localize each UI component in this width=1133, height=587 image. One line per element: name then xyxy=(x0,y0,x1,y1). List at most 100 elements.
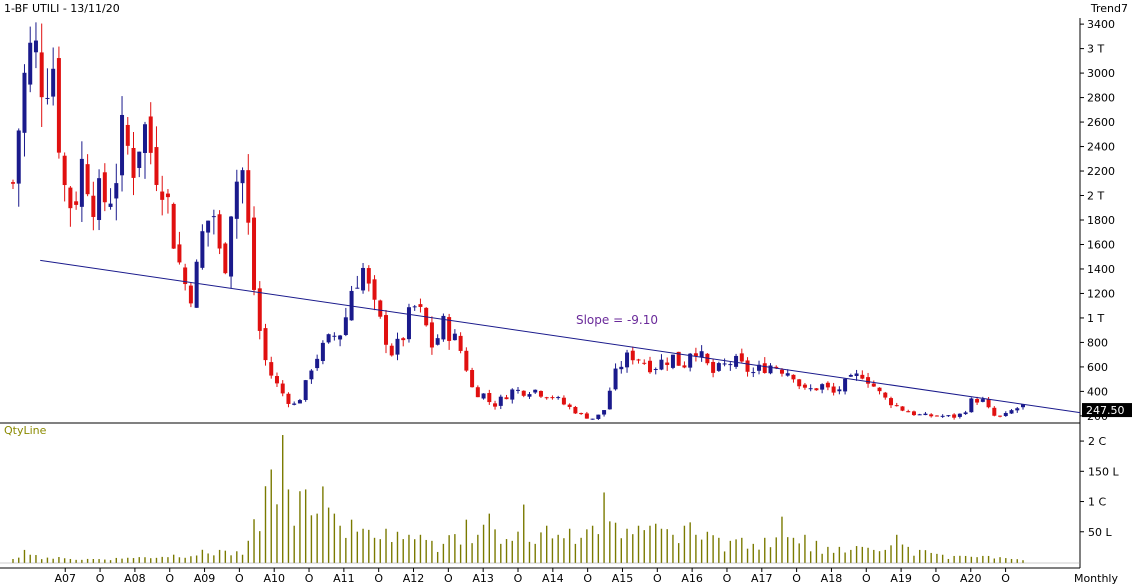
candle-body xyxy=(194,261,199,308)
candle-body xyxy=(952,414,957,418)
price-tick-label: 800 xyxy=(1087,336,1108,349)
candle-body xyxy=(579,413,584,415)
candle-body xyxy=(223,243,228,274)
candle-body xyxy=(808,388,813,390)
candle-body xyxy=(498,396,503,406)
candle-body xyxy=(642,362,647,364)
candle-body xyxy=(550,397,555,399)
candle-body xyxy=(596,414,601,419)
candle-body xyxy=(274,376,279,384)
last-price-label: 247.50 xyxy=(1086,404,1125,417)
indicator-label: Trend7 xyxy=(1090,2,1128,15)
price-tick-label: 600 xyxy=(1087,361,1108,374)
candle-body xyxy=(142,124,147,153)
time-tick-label: O xyxy=(374,572,383,585)
candle-body xyxy=(980,399,985,402)
candle-body xyxy=(297,400,302,404)
candle-body xyxy=(487,393,492,403)
time-tick-label: O xyxy=(653,572,662,585)
candle-body xyxy=(699,351,704,358)
candle-body xyxy=(355,287,360,289)
candle-body xyxy=(309,370,314,380)
candle-body xyxy=(16,130,21,184)
time-tick-label: O xyxy=(932,572,941,585)
x-axis-label: Monthly xyxy=(1074,572,1119,585)
candle-body xyxy=(246,170,251,223)
candle-body xyxy=(458,335,463,351)
candle-body xyxy=(481,393,486,399)
candle-body xyxy=(969,398,974,413)
candle-body xyxy=(389,345,394,356)
time-tick-label: A20 xyxy=(960,572,982,585)
time-tick-label: A14 xyxy=(542,572,564,585)
candle-body xyxy=(56,58,61,153)
candle-body xyxy=(217,214,222,249)
candle-body xyxy=(573,406,578,414)
candle-body xyxy=(91,195,96,217)
price-tick-label: 2600 xyxy=(1087,116,1115,129)
candle-body xyxy=(653,368,658,370)
candle-body xyxy=(739,353,744,362)
candle-body xyxy=(567,404,572,407)
candle-body xyxy=(894,405,899,407)
candle-body xyxy=(320,342,325,361)
candle-body xyxy=(240,170,245,184)
candle-body xyxy=(911,411,916,416)
candle-body xyxy=(504,397,509,400)
candle-body xyxy=(825,382,830,388)
volume-tick-label: 50 L xyxy=(1088,526,1112,539)
price-tick-label: 1400 xyxy=(1087,263,1115,276)
candle-body xyxy=(768,365,773,374)
candle-body xyxy=(682,365,687,368)
candle-body xyxy=(470,369,475,388)
candle-body xyxy=(785,373,790,376)
time-tick-label: A10 xyxy=(263,572,285,585)
price-axis: 3400 3 T 3000 2800 2600 2400 2200 2 T 1800 1600 14… xyxy=(1080,18,1132,423)
trendline xyxy=(40,259,1081,414)
candle-body xyxy=(326,334,331,343)
price-tick-label: 1 T xyxy=(1087,312,1104,325)
time-tick-label: O xyxy=(305,572,314,585)
candle-body xyxy=(263,328,268,361)
candle-body xyxy=(647,360,652,373)
time-tick-label: A19 xyxy=(890,572,912,585)
time-tick-label: A09 xyxy=(194,572,216,585)
candle-body xyxy=(860,374,865,379)
candle-body xyxy=(406,307,411,340)
candle-body xyxy=(590,418,595,420)
time-tick-label: A13 xyxy=(472,572,494,585)
candle-body xyxy=(79,158,84,207)
candle-body xyxy=(384,315,389,345)
candle-body xyxy=(963,412,968,415)
candle-body xyxy=(676,351,681,366)
candle-body xyxy=(774,366,779,369)
candle-body xyxy=(877,387,882,392)
candle-body xyxy=(762,363,767,373)
candle-body xyxy=(636,359,641,361)
time-axis: A07 O A08 O A09 O A10 O A11 O A12 O A13 O A14 O A15 O A16 O… xyxy=(54,568,1010,585)
candle-body xyxy=(521,390,526,396)
candle-body xyxy=(171,203,176,249)
price-tick-label: 2400 xyxy=(1087,141,1115,154)
candle-body xyxy=(464,350,469,371)
candle-body xyxy=(929,414,934,417)
volume-title: QtyLine xyxy=(4,424,47,437)
time-tick-label: O xyxy=(1001,572,1010,585)
candle-body xyxy=(946,415,951,417)
price-tick-label: 2800 xyxy=(1087,92,1115,105)
candle-body xyxy=(711,361,716,373)
candle-body xyxy=(814,388,819,391)
candle-body xyxy=(429,322,434,348)
candle-body xyxy=(303,380,308,401)
candlestick-series xyxy=(11,22,1025,421)
candle-body xyxy=(831,386,836,393)
price-tick-label: 2200 xyxy=(1087,165,1115,178)
candle-body xyxy=(211,216,216,218)
candle-body xyxy=(131,147,136,178)
candle-body xyxy=(292,403,297,405)
candle-body xyxy=(538,390,543,397)
time-tick-label: A18 xyxy=(821,572,843,585)
candle-body xyxy=(74,201,79,205)
candle-body xyxy=(659,359,664,370)
candle-body xyxy=(693,353,698,357)
